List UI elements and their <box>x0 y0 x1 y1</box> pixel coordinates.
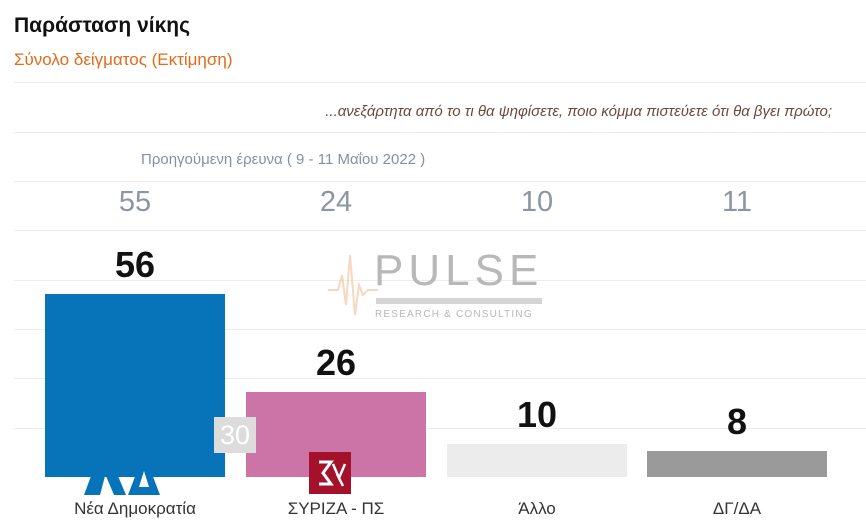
bar-value-label: 10 <box>516 394 558 436</box>
category-label: ΔΓ/ΔΑ <box>712 499 762 518</box>
previous-value-label: 11 <box>721 186 753 218</box>
watermark-brand: PULSE <box>374 246 544 295</box>
question-text: ...ανεξάρτητα από το τι θα ψηφίσετε, ποι… <box>325 103 832 120</box>
bar-value-label: 26 <box>315 342 357 384</box>
gridline <box>14 428 866 429</box>
previous-value-label: 24 <box>319 186 353 218</box>
syriza-party-logo <box>309 452 351 494</box>
watermark-subtitle: RESEARCH & CONSULTING <box>375 309 533 320</box>
bar-0 <box>45 294 225 477</box>
previous-survey-label: Προηγούμενη έρευνα ( 9 - 11 Μαΐου 2022 ) <box>141 151 426 168</box>
gridline <box>14 329 866 330</box>
gridline <box>14 280 866 281</box>
watermark-divider <box>376 298 542 304</box>
overlay-badge: 30 <box>214 417 256 453</box>
gridline <box>14 82 866 83</box>
previous-value-label: 55 <box>118 186 152 218</box>
pulse-logo-icon <box>328 254 378 316</box>
bar-2 <box>447 444 627 477</box>
category-label: Άλλο <box>518 499 556 518</box>
gridline <box>14 132 866 133</box>
bar-value-label: 8 <box>726 400 748 442</box>
syriza-star-icon <box>319 460 347 487</box>
category-label: ΣΥΡΙΖΑ - ΠΣ <box>287 499 385 518</box>
gridline <box>14 181 866 182</box>
previous-value-label: 10 <box>520 186 554 218</box>
chart-title: Παράσταση νίκης <box>14 14 191 37</box>
chart-subtitle: Σύνολο δείγματος (Εκτίμηση) <box>14 50 233 69</box>
category-label: Νέα Δημοκρατία <box>74 499 196 518</box>
bar-3 <box>647 450 827 477</box>
gridline <box>14 230 866 231</box>
nd-party-logo: ΝΔ <box>84 453 170 497</box>
bar-value-label: 56 <box>114 244 156 285</box>
nd-logo-text: ΝΔ <box>86 457 88 460</box>
gridline <box>14 378 866 379</box>
